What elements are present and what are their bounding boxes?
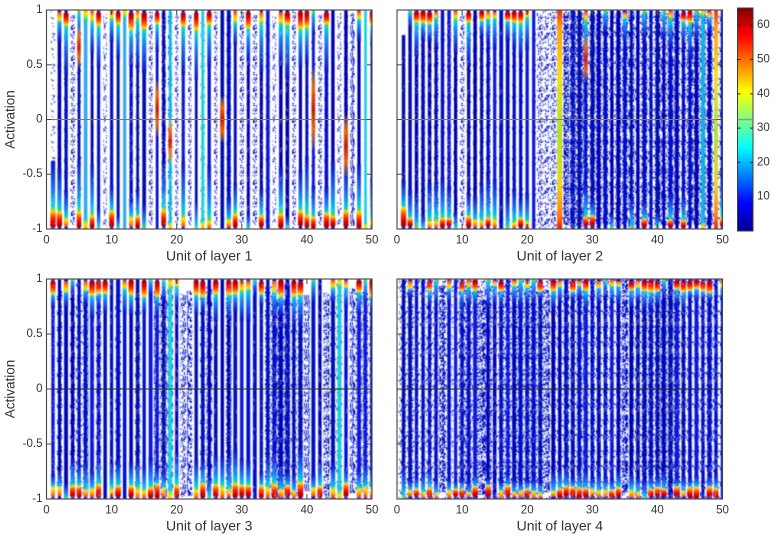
svg-text:30: 30: [586, 235, 599, 247]
svg-text:20: 20: [170, 235, 183, 247]
svg-text:40: 40: [757, 88, 770, 100]
svg-text:0: 0: [394, 505, 400, 517]
svg-text:60: 60: [757, 19, 770, 31]
svg-text:Activation: Activation: [3, 90, 18, 149]
svg-text:Unit of layer 1: Unit of layer 1: [166, 248, 253, 264]
svg-text:20: 20: [521, 505, 534, 517]
svg-text:40: 40: [651, 505, 664, 517]
svg-text:50: 50: [366, 505, 379, 517]
svg-text:Activation: Activation: [3, 360, 18, 419]
svg-text:Unit of layer 2: Unit of layer 2: [517, 248, 604, 264]
svg-text:0: 0: [394, 235, 400, 247]
svg-text:40: 40: [651, 235, 664, 247]
svg-text:40: 40: [301, 235, 314, 247]
svg-text:1: 1: [36, 273, 42, 285]
svg-text:50: 50: [757, 54, 770, 66]
svg-text:1: 1: [36, 4, 42, 16]
svg-text:Unit of layer 3: Unit of layer 3: [166, 518, 253, 534]
svg-text:20: 20: [757, 156, 770, 168]
svg-text:0.5: 0.5: [27, 328, 43, 340]
svg-text:50: 50: [716, 235, 729, 247]
svg-text:10: 10: [456, 235, 469, 247]
svg-text:50: 50: [716, 505, 729, 517]
svg-text:20: 20: [521, 235, 534, 247]
svg-text:0.5: 0.5: [27, 59, 43, 71]
svg-text:30: 30: [235, 235, 248, 247]
svg-text:0: 0: [43, 235, 49, 247]
svg-text:10: 10: [105, 235, 118, 247]
svg-text:30: 30: [586, 505, 599, 517]
svg-text:50: 50: [366, 235, 379, 247]
svg-text:40: 40: [301, 505, 314, 517]
svg-text:10: 10: [757, 191, 770, 203]
svg-text:20: 20: [170, 505, 183, 517]
svg-text:0: 0: [36, 114, 42, 126]
svg-text:Unit of layer 4: Unit of layer 4: [517, 518, 604, 534]
svg-text:30: 30: [757, 122, 770, 134]
svg-text:0: 0: [43, 505, 49, 517]
svg-text:-0.5: -0.5: [23, 168, 43, 180]
svg-text:-0.5: -0.5: [23, 438, 43, 450]
svg-text:-1: -1: [32, 493, 42, 505]
svg-text:10: 10: [456, 505, 469, 517]
svg-text:30: 30: [235, 505, 248, 517]
svg-text:10: 10: [105, 505, 118, 517]
svg-text:0: 0: [36, 383, 42, 395]
svg-text:-1: -1: [32, 223, 42, 235]
